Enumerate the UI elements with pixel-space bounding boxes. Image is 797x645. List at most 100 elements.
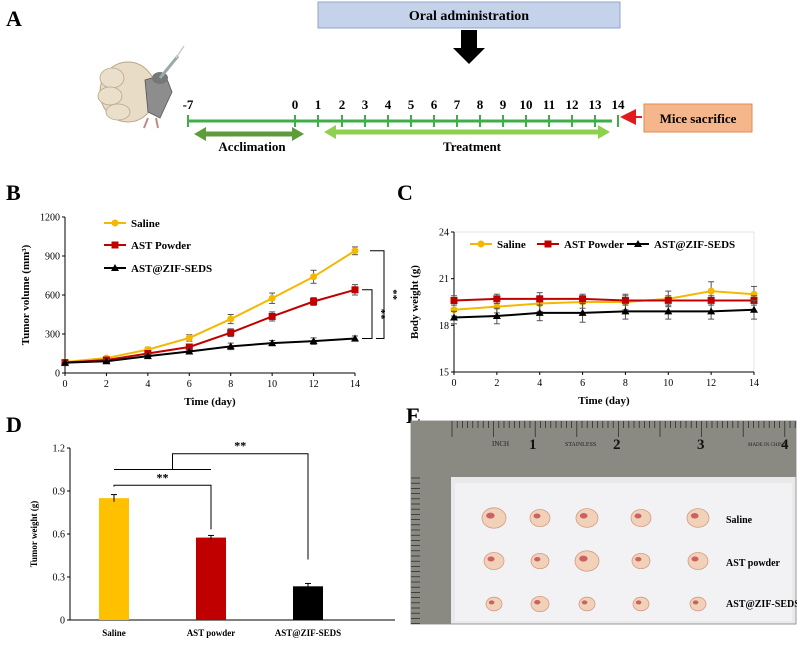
timeline-day-label: 2 [339,97,346,112]
ruler-stainless-label: STAINLESS [565,442,596,448]
tumor-sample [689,596,707,612]
legend-marker [111,264,119,271]
significance-label: ** [375,309,387,321]
mice-sacrifice-label: Mice sacrifice [660,111,737,126]
timeline-day-label: 9 [500,97,507,112]
oral-administration-box: Oral administration [317,1,621,29]
y-tick-label: 0.6 [53,530,66,541]
tumor-blood-spot [691,556,699,562]
series-line-saline [453,290,755,311]
tumor-blood-spot [692,600,699,605]
x-tick-label: 2 [494,378,499,389]
chart-b: 0 2 4 6 8 10 12 14 0 300 600 900 1200 Time (day) Tumor… [20,213,399,409]
data-point [664,296,672,304]
bar [99,498,129,620]
data-point [750,305,758,313]
data-point [450,296,458,304]
data-point [227,315,235,323]
y-tick-label: 18 [439,321,449,332]
timeline-day-label: 3 [362,97,369,112]
tumor-blood-spot [533,513,541,519]
y-axis-label: Body weight (g) [409,265,421,339]
data-point [143,352,152,360]
photo-row-label-ast-powder: AST powder [726,558,781,569]
tumor-sample [530,552,550,570]
legend-label: AST@ZIF-SEDS [131,263,212,275]
series-line-ast-powder [64,288,356,364]
significance-bracket [362,289,373,340]
tumor-sample [574,550,600,572]
data-point [536,295,544,303]
x-tick-label: 4 [537,378,542,389]
tumor-blood-spot [487,556,495,562]
tumor-blood-spot [579,513,588,519]
y-tick-label: 1.2 [53,444,66,455]
x-tick-label: 0 [452,378,457,389]
x-tick-label: 10 [663,378,673,389]
significance-label: ** [387,289,399,301]
x-tick-label: 14 [350,379,360,390]
tumor-blood-spot [635,600,642,605]
mouse-gavage-illustration [97,45,185,129]
ruler-top [411,421,796,477]
data-point [535,308,544,316]
legend-marker [111,219,119,227]
tumor-blood-spot [486,512,495,519]
oral-administration-label: Oral administration [409,9,529,24]
chart-d: 0 0.3 0.6 0.9 1.2 Tumor weight (g) Saline AST p… [29,439,395,638]
y-axis-label: Tumor volume (mm³) [20,244,32,345]
significance-bracket [370,250,385,340]
ruler-mark-4: 4 [781,437,789,453]
timeline-day-label: -7 [183,97,194,112]
data-point [578,308,587,316]
panel-label-b: B [6,180,21,205]
legend-marker [477,240,485,248]
data-point [707,296,715,304]
data-point [268,294,276,302]
ruler-mark-1: 1 [529,437,537,453]
data-point [268,312,276,320]
data-point [664,307,673,315]
series-line-saline [64,249,356,363]
significance-label: ** [157,470,169,484]
down-arrow-icon [453,30,485,64]
tumor-sample [485,596,503,612]
acclimation-label: Acclimation [218,139,286,154]
tumor-sample [687,552,709,570]
data-point [579,295,587,303]
timeline-day-label: 4 [385,97,392,112]
category-label: Saline [102,628,126,638]
y-tick-label: 900 [45,252,60,263]
tumor-sample [578,596,596,612]
paper-background [455,483,792,621]
tumor-sample [686,508,710,528]
y-tick-label: 0 [55,369,60,380]
ruler-left [411,421,451,624]
tumor-sample [632,596,650,612]
tumor-blood-spot [534,556,541,562]
legend-label: AST Powder [564,239,624,251]
tumor-sample [530,595,550,613]
timeline-day-label: 11 [543,97,555,112]
data-point [707,307,716,315]
significance-label: ** [234,439,246,453]
x-axis-label: Time (day) [184,396,236,408]
timeline-day-label: 1 [315,97,322,112]
y-axis-label: Tumor weight (g) [29,501,39,568]
treatment-label: Treatment [443,139,502,154]
series-line-ast-zif-seds [64,337,356,364]
ruler-mark-2: 2 [613,437,621,453]
mice-sacrifice-box: Mice sacrifice [643,103,753,133]
panel-label-d: D [6,412,22,437]
tumor-blood-spot [579,555,588,562]
tumor-sample [483,552,505,570]
acclimation-arrow [194,127,304,141]
category-label: AST@ZIF-SEDS [275,628,341,638]
tumor-blood-spot [690,513,699,519]
y-tick-label: 21 [439,274,449,285]
tumor-sample [631,552,651,570]
data-point [61,358,69,366]
data-point [707,287,715,295]
x-tick-label: 8 [228,379,233,390]
